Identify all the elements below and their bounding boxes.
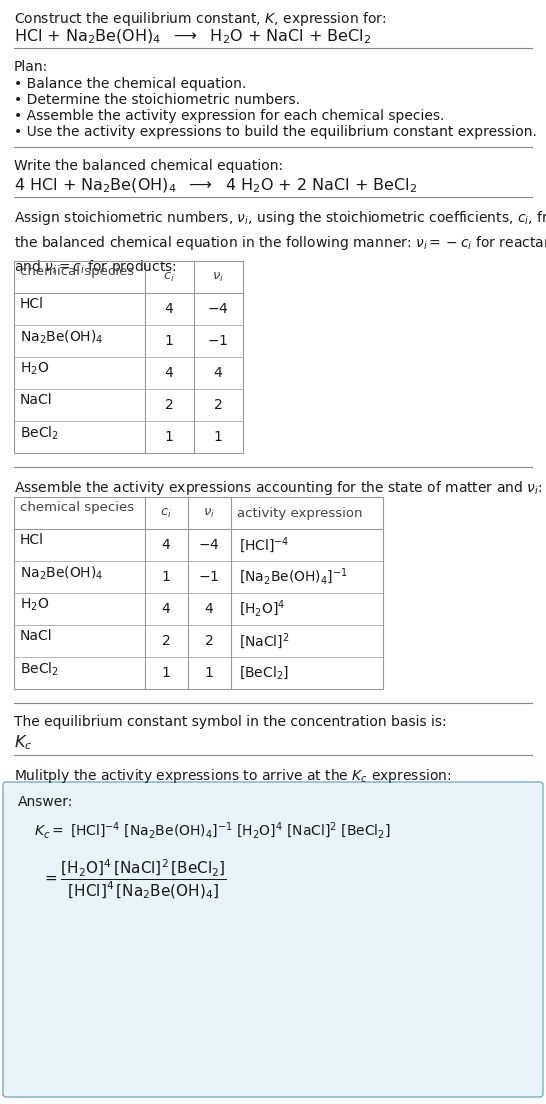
Text: 4: 4 xyxy=(213,367,222,380)
Text: 1: 1 xyxy=(162,570,170,584)
Text: $-4$: $-4$ xyxy=(198,538,220,552)
Text: Na$_2$Be(OH)$_4$: Na$_2$Be(OH)$_4$ xyxy=(20,565,104,583)
Text: [H$_2$O]$^4$: [H$_2$O]$^4$ xyxy=(239,598,285,619)
Text: 4 HCl + Na$_2$Be(OH)$_4$  $\longrightarrow$  4 H$_2$O + 2 NaCl + BeCl$_2$: 4 HCl + Na$_2$Be(OH)$_4$ $\longrightarro… xyxy=(14,177,417,195)
Text: NaCl: NaCl xyxy=(20,629,52,643)
Text: Na$_2$Be(OH)$_4$: Na$_2$Be(OH)$_4$ xyxy=(20,329,104,347)
Text: H$_2$O: H$_2$O xyxy=(20,361,49,378)
Text: • Assemble the activity expression for each chemical species.: • Assemble the activity expression for e… xyxy=(14,109,444,123)
Text: 4: 4 xyxy=(165,302,174,316)
Text: $-1$: $-1$ xyxy=(198,570,219,584)
Text: H$_2$O: H$_2$O xyxy=(20,597,49,614)
Text: 1: 1 xyxy=(205,666,213,680)
Text: 2: 2 xyxy=(213,399,222,412)
Bar xyxy=(14,497,383,689)
Text: Write the balanced chemical equation:: Write the balanced chemical equation: xyxy=(14,159,283,173)
Text: HCl + Na$_2$Be(OH)$_4$  $\longrightarrow$  H$_2$O + NaCl + BeCl$_2$: HCl + Na$_2$Be(OH)$_4$ $\longrightarrow$… xyxy=(14,28,371,46)
Text: BeCl$_2$: BeCl$_2$ xyxy=(20,425,59,443)
Text: $-4$: $-4$ xyxy=(207,302,229,316)
Text: 1: 1 xyxy=(162,666,170,680)
Text: The equilibrium constant symbol in the concentration basis is:: The equilibrium constant symbol in the c… xyxy=(14,715,447,729)
Text: $-1$: $-1$ xyxy=(207,335,229,348)
Text: chemical species: chemical species xyxy=(20,265,134,278)
Text: $= \dfrac{[\mathrm{H_2O}]^4\,[\mathrm{NaCl}]^2\,[\mathrm{BeCl_2}]}{[\mathrm{HCl}: $= \dfrac{[\mathrm{H_2O}]^4\,[\mathrm{Na… xyxy=(42,857,227,901)
FancyBboxPatch shape xyxy=(3,782,543,1097)
Text: chemical species: chemical species xyxy=(20,501,134,514)
Text: [HCl]$^{-4}$: [HCl]$^{-4}$ xyxy=(239,535,289,555)
Text: $c_i$: $c_i$ xyxy=(163,270,175,284)
Text: • Use the activity expressions to build the equilibrium constant expression.: • Use the activity expressions to build … xyxy=(14,125,537,139)
Text: Plan:: Plan: xyxy=(14,60,48,74)
Text: [NaCl]$^2$: [NaCl]$^2$ xyxy=(239,631,289,651)
Text: [BeCl$_2$]: [BeCl$_2$] xyxy=(239,665,289,681)
Text: activity expression: activity expression xyxy=(237,507,363,520)
Text: 2: 2 xyxy=(165,399,174,412)
Text: • Determine the stoichiometric numbers.: • Determine the stoichiometric numbers. xyxy=(14,93,300,107)
Text: NaCl: NaCl xyxy=(20,393,52,407)
Text: BeCl$_2$: BeCl$_2$ xyxy=(20,661,59,678)
Text: HCl: HCl xyxy=(20,297,44,311)
Text: $K_c = $ [HCl]$^{-4}$ [Na$_2$Be(OH)$_4$]$^{-1}$ [H$_2$O]$^4$ [NaCl]$^2$ [BeCl$_2: $K_c = $ [HCl]$^{-4}$ [Na$_2$Be(OH)$_4$]… xyxy=(34,821,391,841)
Text: 1: 1 xyxy=(164,429,174,444)
Text: 4: 4 xyxy=(205,602,213,616)
Text: 2: 2 xyxy=(205,634,213,648)
Text: 1: 1 xyxy=(213,429,222,444)
Text: Assemble the activity expressions accounting for the state of matter and $\nu_i$: Assemble the activity expressions accoun… xyxy=(14,479,542,497)
Text: $c_i$: $c_i$ xyxy=(160,507,172,520)
Text: Answer:: Answer: xyxy=(18,795,73,809)
Text: HCl: HCl xyxy=(20,533,44,546)
Text: 1: 1 xyxy=(164,335,174,348)
Text: $\nu_i$: $\nu_i$ xyxy=(203,507,215,520)
Text: $K_c$: $K_c$ xyxy=(14,733,32,752)
Bar xyxy=(14,261,243,453)
Text: Mulitply the activity expressions to arrive at the $K_c$ expression:: Mulitply the activity expressions to arr… xyxy=(14,767,452,785)
Text: [Na$_2$Be(OH)$_4$]$^{-1}$: [Na$_2$Be(OH)$_4$]$^{-1}$ xyxy=(239,566,348,587)
Text: 4: 4 xyxy=(162,602,170,616)
Text: 4: 4 xyxy=(162,538,170,552)
Text: 4: 4 xyxy=(165,367,174,380)
Text: • Balance the chemical equation.: • Balance the chemical equation. xyxy=(14,77,246,91)
Text: $\nu_i$: $\nu_i$ xyxy=(212,270,224,284)
Text: Assign stoichiometric numbers, $\nu_i$, using the stoichiometric coefficients, $: Assign stoichiometric numbers, $\nu_i$, … xyxy=(14,209,546,276)
Text: 2: 2 xyxy=(162,634,170,648)
Text: Construct the equilibrium constant, $K$, expression for:: Construct the equilibrium constant, $K$,… xyxy=(14,10,387,28)
